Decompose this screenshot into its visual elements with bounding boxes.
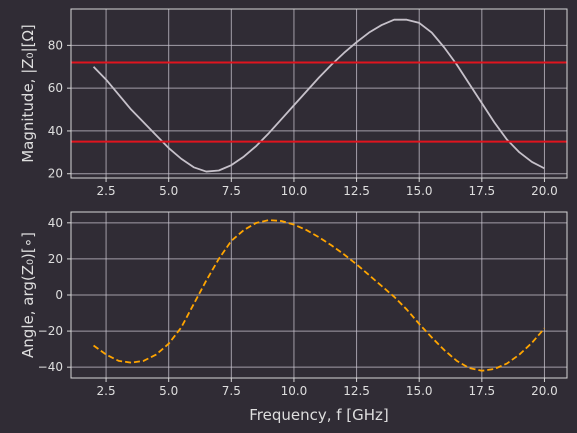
angle-panel: 2.5 5.0 7.5 10.0 12.5 15.0 17.5 20.0 −40 −20 0 20 40… <box>19 211 568 424</box>
magnitude-axes-frame <box>70 8 568 179</box>
angle-y-axis-label: Angle, arg(Z₀)[∘] <box>19 232 37 358</box>
magnitude-panel: 2.5 5.0 7.5 10.0 12.5 15.0 17.5 20.0 20 40 60 80 Mag… <box>19 8 568 198</box>
angle-x-tick-label: 10.0 <box>281 384 308 398</box>
angle-series-0-line <box>93 219 546 372</box>
magnitude-y-tick-label: 80 <box>48 38 63 52</box>
magnitude-x-tick-label: 5.0 <box>159 184 178 198</box>
magnitude-x-tick-label: 10.0 <box>281 184 308 198</box>
magnitude-y-tick-label: 60 <box>48 81 63 95</box>
magnitude-x-tick-label: 12.5 <box>343 184 370 198</box>
angle-x-axis-label: Frequency, f [GHz] <box>249 406 389 424</box>
magnitude-x-tick-label: 2.5 <box>97 184 116 198</box>
angle-x-tick-label: 5.0 <box>159 384 178 398</box>
angle-x-tick-label: 12.5 <box>343 384 370 398</box>
magnitude-x-tick-label: 7.5 <box>222 184 241 198</box>
magnitude-series-0-line <box>92 18 545 173</box>
magnitude-y-tick-label: 40 <box>48 124 63 138</box>
angle-x-tick-label: 17.5 <box>468 384 495 398</box>
angle-x-tick-label: 2.5 <box>97 384 116 398</box>
magnitude-x-tick-label: 20.0 <box>531 184 558 198</box>
magnitude-y-tick-label: 20 <box>48 167 63 181</box>
magnitude-x-tick-label: 15.0 <box>406 184 433 198</box>
angle-y-tick-label: −20 <box>38 324 63 338</box>
magnitude-y-axis-label: Magnitude, |Z₀|[Ω] <box>19 24 37 163</box>
magnitude-x-tick-label: 17.5 <box>468 184 495 198</box>
angle-x-tick-label: 7.5 <box>222 384 241 398</box>
angle-y-tick-label: 20 <box>48 252 63 266</box>
angle-y-tick-label: −40 <box>38 360 63 374</box>
angle-x-tick-label: 20.0 <box>531 384 558 398</box>
angle-y-tick-label: 40 <box>48 216 63 230</box>
angle-y-tick-label: 0 <box>55 288 63 302</box>
angle-x-tick-label: 15.0 <box>406 384 433 398</box>
